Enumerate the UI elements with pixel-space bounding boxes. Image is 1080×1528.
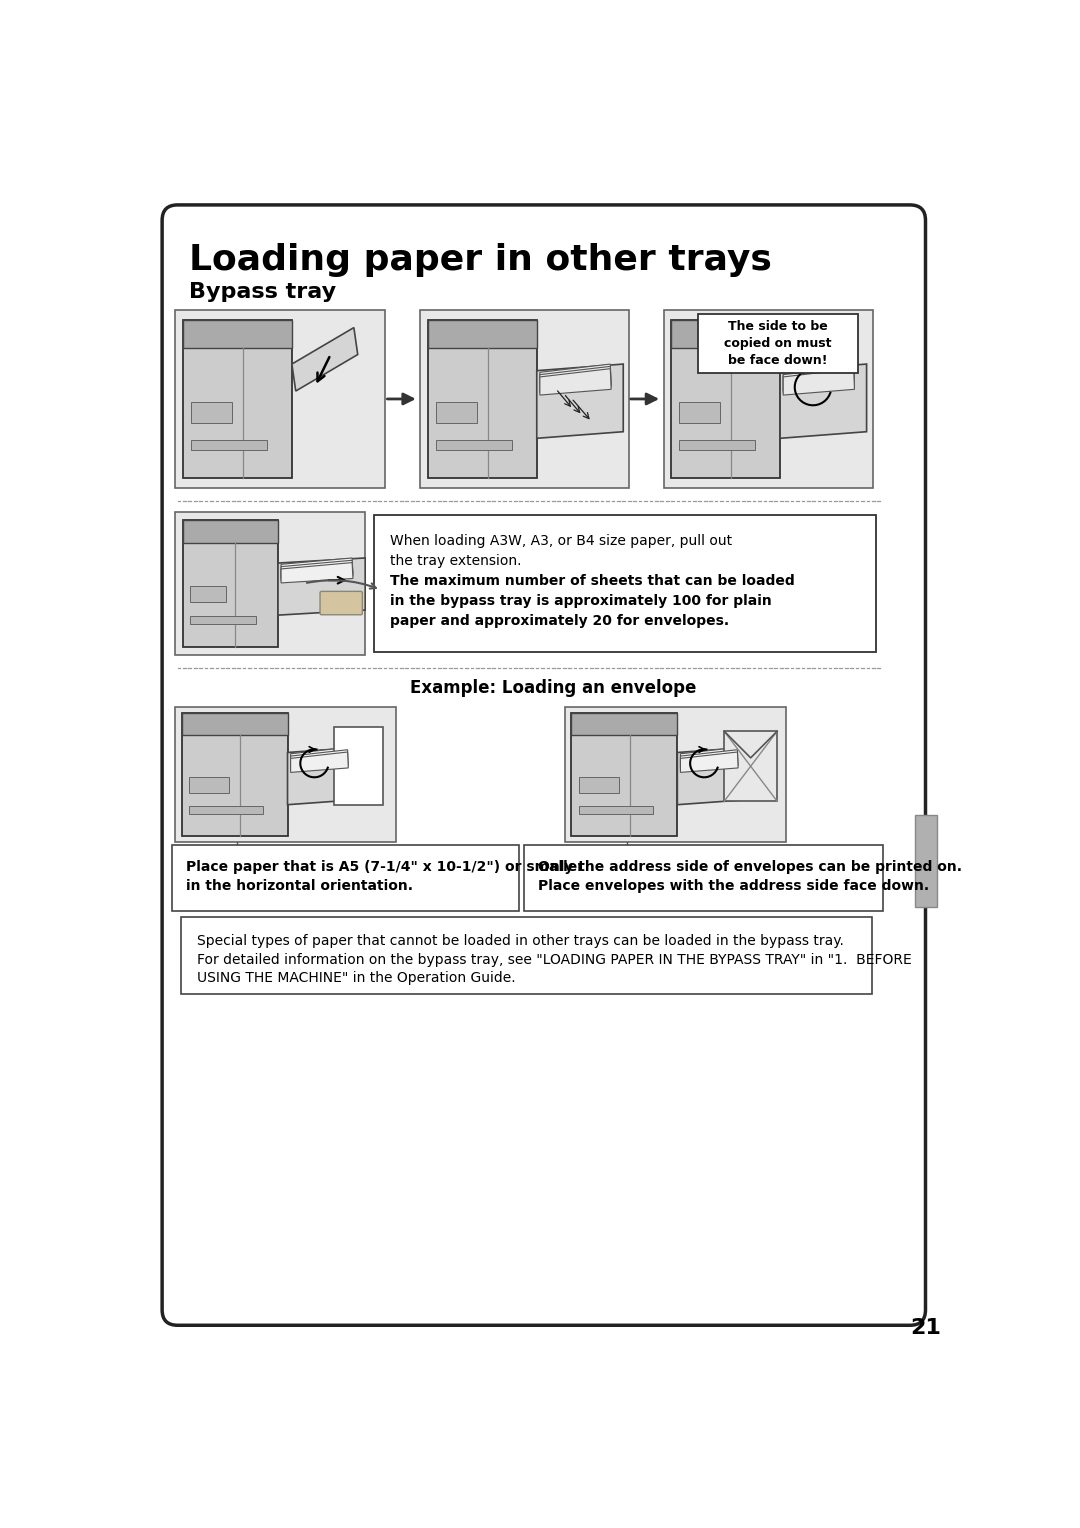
Text: Loading paper in other trays: Loading paper in other trays [189,243,772,278]
Bar [571,714,677,836]
Bar [189,807,264,813]
Polygon shape [292,327,357,391]
Polygon shape [680,752,738,772]
Bar [679,402,720,423]
Bar [183,319,292,478]
Polygon shape [540,364,611,391]
FancyBboxPatch shape [320,591,363,614]
Text: 21: 21 [910,1319,941,1339]
Bar [190,616,256,623]
Bar [191,402,232,423]
Bar [916,814,937,908]
Text: The side to be
copied on must
be face down!: The side to be copied on must be face do… [725,319,832,367]
Text: Place paper that is A5 (7-1/4" x 10-1/2") or smaller: Place paper that is A5 (7-1/4" x 10-1/2"… [186,860,584,874]
Text: When loading A3W, A3, or B4 size paper, pull out: When loading A3W, A3, or B4 size paper, … [390,533,732,547]
Text: paper and approximately 20 for envelopes.: paper and approximately 20 for envelopes… [390,614,729,628]
Bar [565,707,786,842]
Text: USING THE MACHINE" in the Operation Guide.: USING THE MACHINE" in the Operation Guid… [197,972,515,986]
Bar [579,807,653,813]
Bar [175,310,384,487]
Bar [191,440,267,449]
Text: Special types of paper that cannot be loaded in other trays can be loaded in the: Special types of paper that cannot be lo… [197,934,843,947]
Polygon shape [783,367,854,393]
Polygon shape [287,747,359,805]
Bar [428,319,537,478]
Bar [181,714,287,836]
Text: The maximum number of sheets that can be loaded: The maximum number of sheets that can be… [390,573,795,588]
Polygon shape [677,747,748,805]
FancyBboxPatch shape [172,845,519,911]
FancyBboxPatch shape [375,515,876,651]
Bar [189,776,229,793]
Bar [420,310,630,487]
Bar [335,727,383,805]
Bar [183,319,292,348]
Bar [679,440,755,449]
Text: Bypass tray: Bypass tray [189,283,336,303]
Bar [190,585,226,602]
Bar [579,776,619,793]
Text: Only the address side of envelopes can be printed on.: Only the address side of envelopes can b… [538,860,962,874]
Polygon shape [291,747,349,767]
Polygon shape [540,368,611,396]
Bar [175,707,396,842]
Bar [672,319,780,348]
Bar [435,402,477,423]
FancyBboxPatch shape [162,205,926,1325]
Polygon shape [680,747,738,767]
FancyBboxPatch shape [524,845,882,911]
FancyBboxPatch shape [180,917,872,995]
Text: Place envelopes with the address side face down.: Place envelopes with the address side fa… [538,879,929,892]
Text: in the horizontal orientation.: in the horizontal orientation. [186,879,414,892]
Bar [183,520,278,646]
Bar [435,440,512,449]
Polygon shape [783,364,854,391]
Text: the tray extension.: the tray extension. [390,553,522,568]
Polygon shape [540,367,611,393]
Polygon shape [278,558,365,616]
Bar [672,319,780,478]
Polygon shape [291,752,349,772]
Bar [175,512,365,654]
Bar [571,714,677,735]
Polygon shape [281,561,353,581]
Bar [181,714,287,735]
Bar [183,520,278,542]
Text: For detailed information on the bypass tray, see "LOADING PAPER IN THE BYPASS TR: For detailed information on the bypass t… [197,952,912,967]
Bar [663,310,873,487]
Polygon shape [780,364,866,439]
Bar [725,732,778,801]
Text: in the bypass tray is approximately 100 for plain: in the bypass tray is approximately 100 … [390,594,772,608]
Polygon shape [291,750,349,770]
Polygon shape [281,558,353,578]
Polygon shape [680,750,738,770]
FancyBboxPatch shape [699,315,859,373]
Text: Example: Loading an envelope: Example: Loading an envelope [410,680,697,697]
Bar [428,319,537,348]
Polygon shape [783,368,854,396]
Polygon shape [537,364,623,439]
Polygon shape [281,562,353,582]
